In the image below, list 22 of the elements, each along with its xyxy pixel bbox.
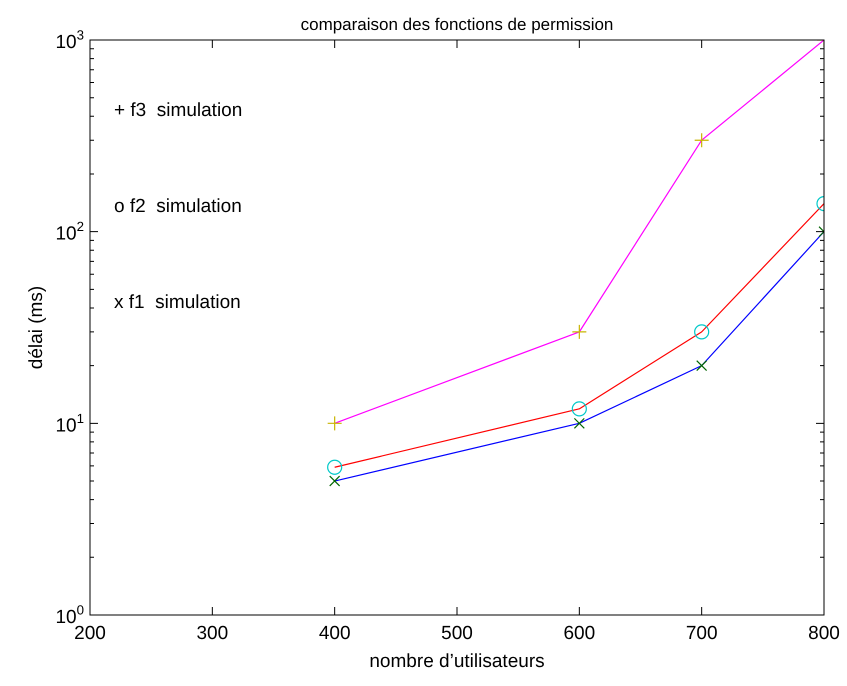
x-tick-label: 200 xyxy=(74,623,106,644)
point xyxy=(329,475,340,487)
point xyxy=(574,418,585,429)
x-tick-label: 300 xyxy=(196,623,228,644)
annotation: + f3 simulation xyxy=(114,100,242,121)
x-axis-title: nombre d’utilisateurs xyxy=(369,651,545,672)
point xyxy=(572,324,587,340)
y-axis-title: délai (ms) xyxy=(26,286,47,370)
x-tick-label: 400 xyxy=(318,623,351,644)
point xyxy=(327,416,342,431)
x-tick-label: 700 xyxy=(686,623,718,644)
x-tick-label: 800 xyxy=(808,623,840,644)
annotation: o f2 simulation xyxy=(114,196,242,217)
point xyxy=(327,460,342,475)
chart-title: comparaison des fonctions de permission xyxy=(300,15,614,34)
point xyxy=(696,360,708,372)
point xyxy=(694,132,710,148)
x-tick-label: 500 xyxy=(441,623,473,644)
x-tick-label: 600 xyxy=(563,623,596,644)
point xyxy=(694,324,710,340)
point xyxy=(572,401,587,416)
annotation: x f1 simulation xyxy=(114,292,241,313)
